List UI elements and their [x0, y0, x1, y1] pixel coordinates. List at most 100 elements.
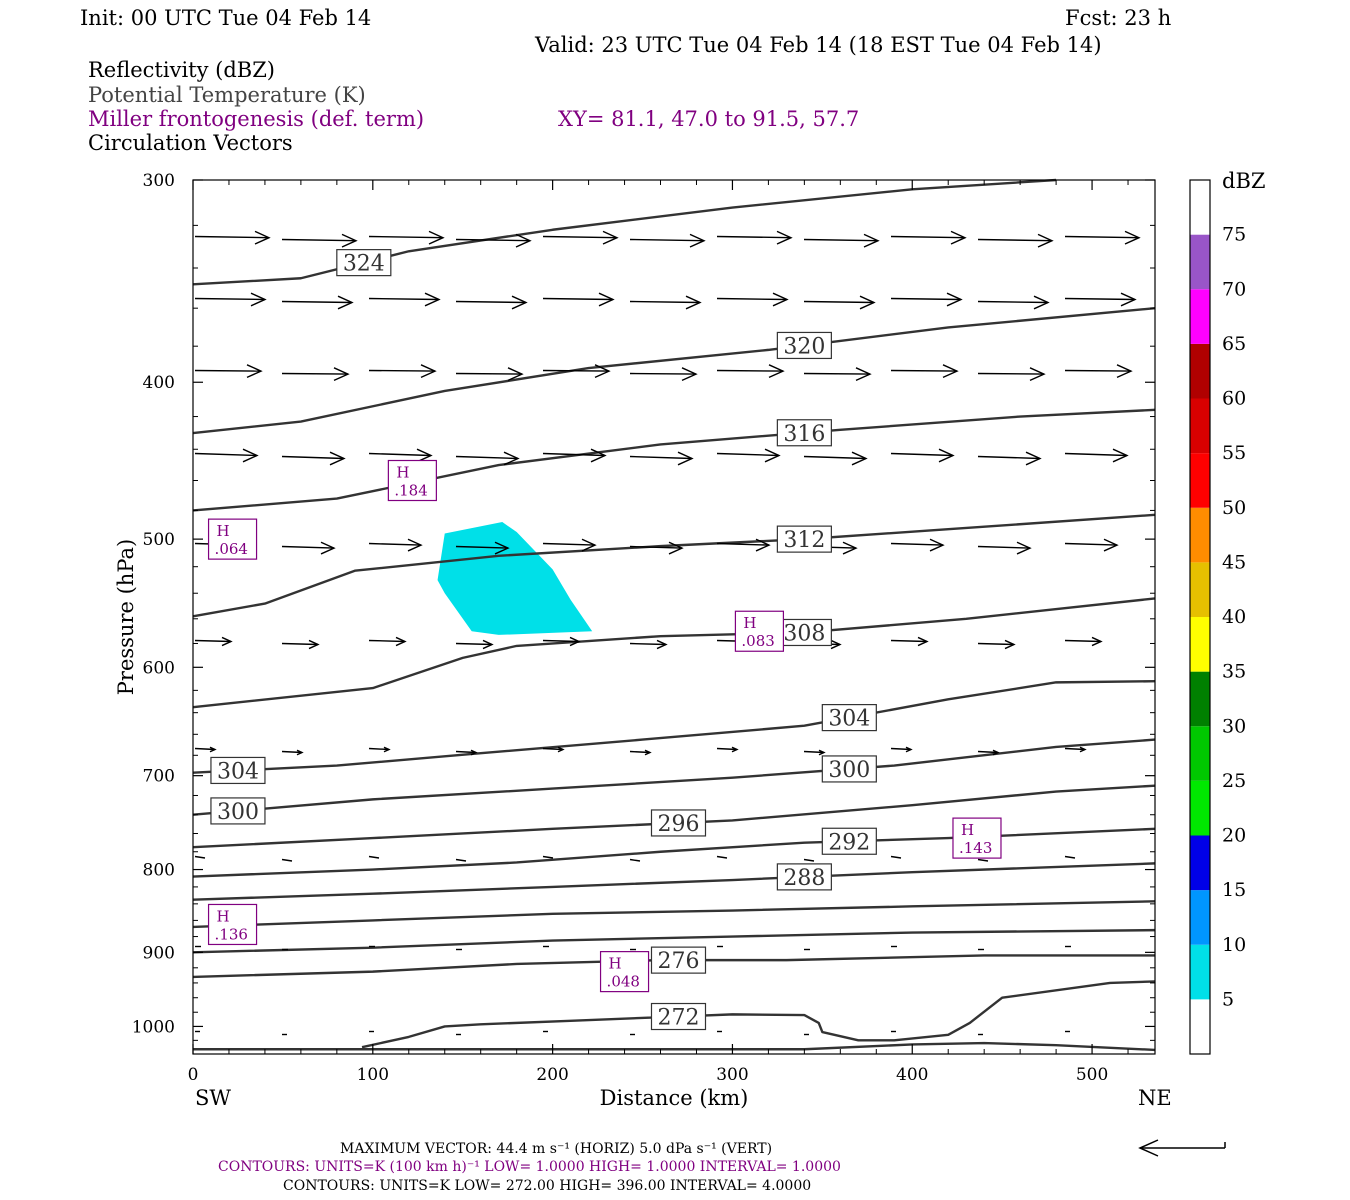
isentrope-label-text: 292 [828, 830, 870, 855]
colorbar-segment [1190, 453, 1210, 508]
isentrope-label-text: 300 [828, 758, 870, 783]
valid-time: Valid: 23 UTC Tue 04 Feb 14 (18 EST Tue … [534, 33, 1102, 57]
vector-head [1029, 367, 1046, 382]
isentrope-label-box [821, 704, 877, 732]
vector-shaft [455, 455, 519, 460]
vector-shaft [455, 642, 493, 646]
vector-shaft [368, 542, 422, 546]
vector-shaft [542, 855, 554, 859]
vector-shaft [803, 300, 875, 304]
isentrope-layer [192, 178, 1156, 1052]
vector-head [308, 639, 320, 650]
vector-head [755, 538, 771, 552]
vector-head [329, 451, 346, 466]
vector-head [511, 295, 528, 310]
vector-shaft [194, 452, 258, 457]
frontogenesis-max-value: .064 [215, 540, 248, 558]
vector-head [1091, 636, 1103, 647]
vector-head [830, 639, 842, 650]
circulation-vector [194, 636, 233, 647]
vector-head [1016, 541, 1032, 555]
colorbar-segment [1190, 835, 1210, 891]
vector-head [416, 448, 433, 463]
vector-head [569, 636, 581, 647]
vector-shaft [629, 238, 705, 242]
isentrope-label-text: 276 [657, 949, 699, 974]
circulation-vector [455, 639, 494, 650]
colorbar-tick-label: 25 [1222, 770, 1246, 792]
circulation-vector [629, 749, 652, 756]
vector-shaft [455, 545, 509, 549]
vector-shaft [977, 238, 1053, 242]
vector-shaft [977, 642, 1015, 646]
vector-shaft [890, 235, 966, 239]
reference-vector-arrow [1138, 1139, 1226, 1157]
vector-head [428, 230, 445, 245]
vector-head [590, 448, 607, 463]
circulation-vector [368, 746, 391, 753]
isentrope-label-text: 272 [657, 1006, 699, 1031]
vector-head [424, 292, 441, 307]
field-frontogenesis: Miller frontogenesis (def. term) [88, 107, 424, 131]
vector-shaft [194, 297, 266, 301]
circulation-vector [368, 230, 445, 245]
circulation-vector [542, 855, 554, 859]
vector-head [681, 367, 698, 382]
vector-head [420, 364, 437, 379]
vector-shaft [890, 369, 958, 372]
vector-shaft [281, 300, 353, 304]
vector-head [333, 367, 350, 382]
frontogenesis-max-letter: H [396, 464, 409, 482]
circulation-vector [629, 858, 641, 862]
circulation-vector [890, 448, 955, 463]
vector-head [677, 451, 694, 466]
isentrope-304 [192, 680, 1156, 774]
vector-head [337, 295, 354, 310]
circulation-vector [455, 858, 467, 862]
colorbar-segment [1190, 398, 1210, 454]
vector-head [581, 538, 597, 552]
vector-shaft [542, 452, 606, 457]
circulation-vector [890, 292, 963, 307]
y-tick-label: 600 [143, 658, 175, 678]
colorbar-tick-label: 75 [1222, 224, 1246, 246]
vector-shaft [716, 747, 738, 751]
vector-shaft [1064, 639, 1102, 643]
vector-shaft [368, 452, 432, 457]
vector-shaft [1064, 235, 1140, 239]
isentrope-324 [192, 178, 1057, 286]
circulation-vector [542, 636, 581, 647]
vector-head [992, 749, 1000, 756]
vector-head [221, 636, 233, 647]
isentrope-label-box [821, 827, 877, 855]
vector-head [946, 292, 963, 307]
vector-shaft [281, 238, 357, 242]
colorbar-segment [1190, 944, 1210, 1000]
colorbar-segment [1190, 780, 1210, 836]
circulation-vector [803, 295, 876, 310]
circulation-vector [542, 292, 615, 307]
colorbar-tick-label: 55 [1222, 442, 1246, 464]
isentrope-label-324: 324 [336, 249, 392, 277]
isentrope-label-text: 296 [657, 812, 699, 837]
circulation-vector [281, 858, 293, 862]
colorbar-tick-label: 45 [1222, 551, 1246, 573]
circulation-vector [629, 639, 668, 650]
frontogenesis-max-box [207, 903, 258, 946]
vector-shaft [716, 452, 780, 457]
frontogenesis-max-3: H.143 [952, 817, 1002, 859]
vector-head [242, 448, 259, 463]
isentrope-label-272: 272 [650, 1002, 707, 1031]
circulation-vector [716, 364, 785, 379]
vector-head [764, 448, 781, 463]
frontogenesis-max-box [952, 817, 1002, 859]
x-tick-label: 500 [1076, 1065, 1108, 1085]
cross-section-xy: XY= 81.1, 47.0 to 91.5, 57.7 [558, 107, 859, 131]
circulation-vector [368, 292, 441, 307]
circulation-vector [803, 749, 826, 756]
vector-head [942, 364, 959, 379]
vector-shaft [629, 372, 697, 375]
frontogenesis-contour-info: CONTOURS: UNITS=K (100 km h)⁻¹ LOW= 1.00… [218, 1159, 841, 1175]
frontogenesis-max-letter: H [217, 522, 230, 540]
vector-shaft [455, 750, 477, 754]
